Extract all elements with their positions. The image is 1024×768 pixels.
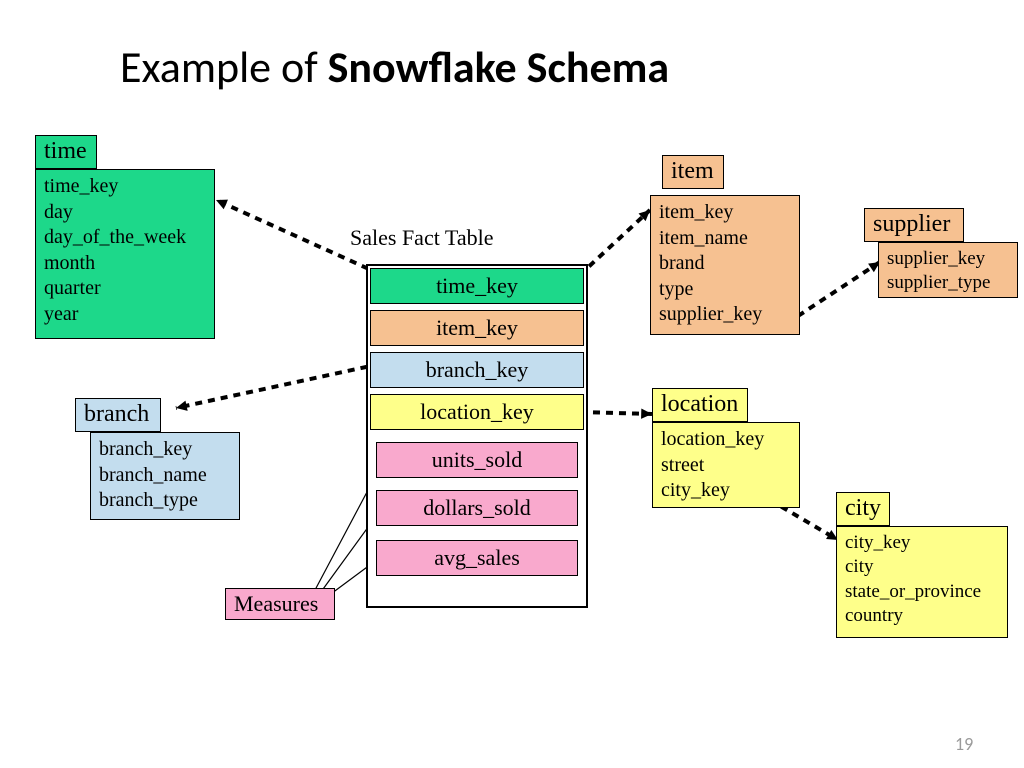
title-prefix: Example of xyxy=(120,40,328,94)
field-time-day-of-the-week: day_of_the_week xyxy=(44,225,206,251)
field-item-type: type xyxy=(659,277,791,303)
fact-cell-branch-key: branch_key xyxy=(370,352,584,388)
field-time-time-key: time_key xyxy=(44,174,206,200)
dim-body-location: location_keystreetcity_key xyxy=(652,422,800,508)
field-time-day: day xyxy=(44,200,206,226)
dim-body-time: time_keydayday_of_the_weekmonthquarterye… xyxy=(35,169,215,339)
fact-cell-avg-sales: avg_sales xyxy=(376,540,578,576)
measures-label: Measures xyxy=(225,588,335,620)
field-branch-branch-key: branch_key xyxy=(99,437,231,463)
slide-title: Example of Snowflake Schema xyxy=(120,40,669,94)
dim-body-supplier: supplier_keysupplier_type xyxy=(878,242,1018,298)
field-city-city-key: city_key xyxy=(845,531,999,555)
field-city-country: country xyxy=(845,604,999,628)
dim-header-item: item xyxy=(662,155,724,189)
field-city-city: city xyxy=(845,555,999,579)
field-location-city-key: city_key xyxy=(661,478,791,504)
fact-cell-units-sold: units_sold xyxy=(376,442,578,478)
dim-body-item: item_keyitem_namebrandtypesupplier_key xyxy=(650,195,800,335)
fact-cell-time-key: time_key xyxy=(370,268,584,304)
field-item-item-key: item_key xyxy=(659,200,791,226)
field-item-item-name: item_name xyxy=(659,226,791,252)
fact-table-caption: Sales Fact Table xyxy=(350,225,493,251)
field-branch-branch-type: branch_type xyxy=(99,488,231,514)
field-time-quarter: quarter xyxy=(44,276,206,302)
fact-cell-item-key: item_key xyxy=(370,310,584,346)
field-item-supplier-key: supplier_key xyxy=(659,302,791,328)
field-location-location-key: location_key xyxy=(661,427,791,453)
page-number: 19 xyxy=(955,733,973,755)
field-supplier-supplier-type: supplier_type xyxy=(887,271,1009,295)
field-time-year: year xyxy=(44,302,206,328)
field-time-month: month xyxy=(44,251,206,277)
dim-header-supplier: supplier xyxy=(864,208,964,242)
dim-header-time: time xyxy=(35,135,97,169)
field-city-state-or-province: state_or_province xyxy=(845,580,999,604)
dim-header-city: city xyxy=(836,492,890,526)
dim-body-city: city_keycitystate_or_provincecountry xyxy=(836,526,1008,638)
title-bold: Snowflake Schema xyxy=(328,40,670,94)
dim-body-branch: branch_keybranch_namebranch_type xyxy=(90,432,240,520)
fact-cell-location-key: location_key xyxy=(370,394,584,430)
field-branch-branch-name: branch_name xyxy=(99,463,231,489)
dim-header-branch: branch xyxy=(75,398,161,432)
field-item-brand: brand xyxy=(659,251,791,277)
field-supplier-supplier-key: supplier_key xyxy=(887,247,1009,271)
dim-header-location: location xyxy=(652,388,748,422)
fact-cell-dollars-sold: dollars_sold xyxy=(376,490,578,526)
field-location-street: street xyxy=(661,453,791,479)
